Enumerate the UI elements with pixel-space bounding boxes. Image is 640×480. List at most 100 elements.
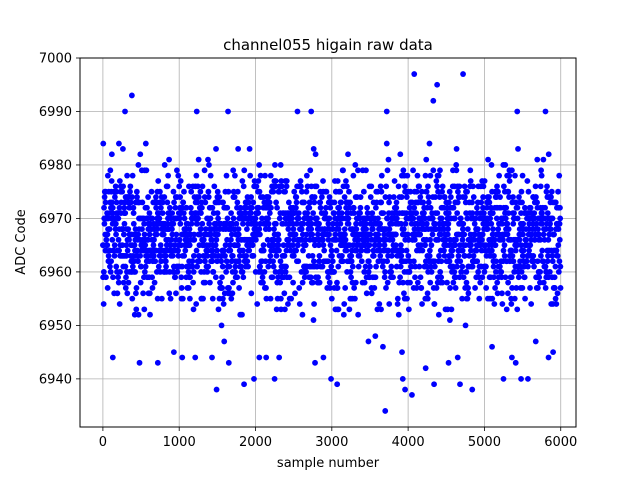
data-point xyxy=(362,263,369,270)
data-point xyxy=(355,167,361,174)
data-point xyxy=(342,285,349,291)
data-point xyxy=(295,215,302,222)
data-point xyxy=(111,242,118,249)
data-point xyxy=(234,188,241,195)
data-point xyxy=(297,178,304,184)
data-point xyxy=(424,290,431,297)
data-point xyxy=(413,285,420,291)
data-point xyxy=(130,210,137,216)
data-point xyxy=(345,215,352,222)
data-point xyxy=(275,274,281,281)
data-point xyxy=(447,317,453,323)
data-point xyxy=(266,210,273,216)
data-point xyxy=(230,215,237,222)
data-point xyxy=(134,194,140,200)
data-point xyxy=(549,215,556,222)
data-point xyxy=(310,146,317,152)
data-point xyxy=(225,188,232,195)
data-point xyxy=(176,236,183,243)
data-point xyxy=(384,167,391,174)
data-point xyxy=(213,146,219,152)
data-point xyxy=(262,258,269,265)
data-point xyxy=(116,301,123,307)
data-point xyxy=(416,183,423,190)
data-point xyxy=(352,162,359,168)
data-point xyxy=(219,263,226,270)
data-point xyxy=(257,231,263,238)
data-point xyxy=(531,210,538,216)
data-point xyxy=(339,252,345,259)
data-point xyxy=(426,247,433,254)
data-point xyxy=(104,231,111,238)
data-point xyxy=(290,252,297,259)
data-point xyxy=(228,295,235,302)
data-point xyxy=(386,301,393,307)
axis-ticks: 0 1000 2000 3000 4000 5000 6000 6940 6950 6960 697… xyxy=(39,52,577,451)
data-point xyxy=(430,97,437,104)
data-point xyxy=(411,236,418,243)
data-point xyxy=(538,172,545,179)
data-point xyxy=(115,279,122,286)
data-point xyxy=(367,231,374,238)
data-point xyxy=(472,285,478,291)
data-point xyxy=(491,252,497,259)
data-point xyxy=(553,301,560,307)
data-point xyxy=(214,258,221,265)
data-point xyxy=(285,236,292,243)
data-point xyxy=(148,188,155,195)
data-point xyxy=(480,183,487,190)
data-point xyxy=(439,188,445,195)
data-point xyxy=(293,247,300,254)
data-point xyxy=(383,285,389,291)
data-point xyxy=(248,210,254,216)
data-point xyxy=(337,188,344,195)
data-point xyxy=(225,359,232,366)
data-point xyxy=(202,279,209,286)
data-point xyxy=(278,178,285,184)
data-point xyxy=(512,172,518,179)
data-point xyxy=(327,285,333,291)
data-point xyxy=(383,183,390,190)
data-point xyxy=(197,188,204,195)
data-point xyxy=(404,295,410,302)
data-point xyxy=(461,231,468,238)
y-axis-title: ADC Code xyxy=(14,209,29,274)
y-tick-label: 6980 xyxy=(39,158,72,173)
data-point xyxy=(214,188,221,195)
data-point xyxy=(128,199,134,206)
data-point xyxy=(329,252,335,259)
data-point xyxy=(292,290,298,297)
data-point xyxy=(353,226,360,233)
data-point xyxy=(518,242,525,249)
data-point xyxy=(378,199,385,206)
data-point xyxy=(124,290,131,297)
data-point xyxy=(157,252,164,259)
data-point xyxy=(275,236,282,243)
data-point xyxy=(419,301,425,307)
data-point xyxy=(146,210,153,216)
data-point xyxy=(108,258,114,265)
data-point xyxy=(187,204,194,211)
data-point xyxy=(522,295,528,302)
data-point xyxy=(441,252,448,259)
data-point xyxy=(197,226,204,233)
data-point xyxy=(511,269,518,275)
data-point xyxy=(253,183,260,190)
data-point xyxy=(243,252,250,259)
data-point xyxy=(460,71,466,77)
data-point xyxy=(288,295,295,302)
data-point xyxy=(502,215,509,222)
data-point xyxy=(495,226,502,233)
data-point xyxy=(519,172,526,179)
data-point xyxy=(536,274,543,281)
data-point xyxy=(557,263,564,270)
data-point xyxy=(350,204,357,211)
data-point xyxy=(155,263,162,270)
data-point xyxy=(365,258,372,265)
data-point xyxy=(364,247,371,254)
data-point xyxy=(281,290,288,297)
data-point xyxy=(406,204,413,211)
data-point xyxy=(135,311,142,318)
data-point xyxy=(276,354,283,361)
data-point xyxy=(239,311,245,318)
